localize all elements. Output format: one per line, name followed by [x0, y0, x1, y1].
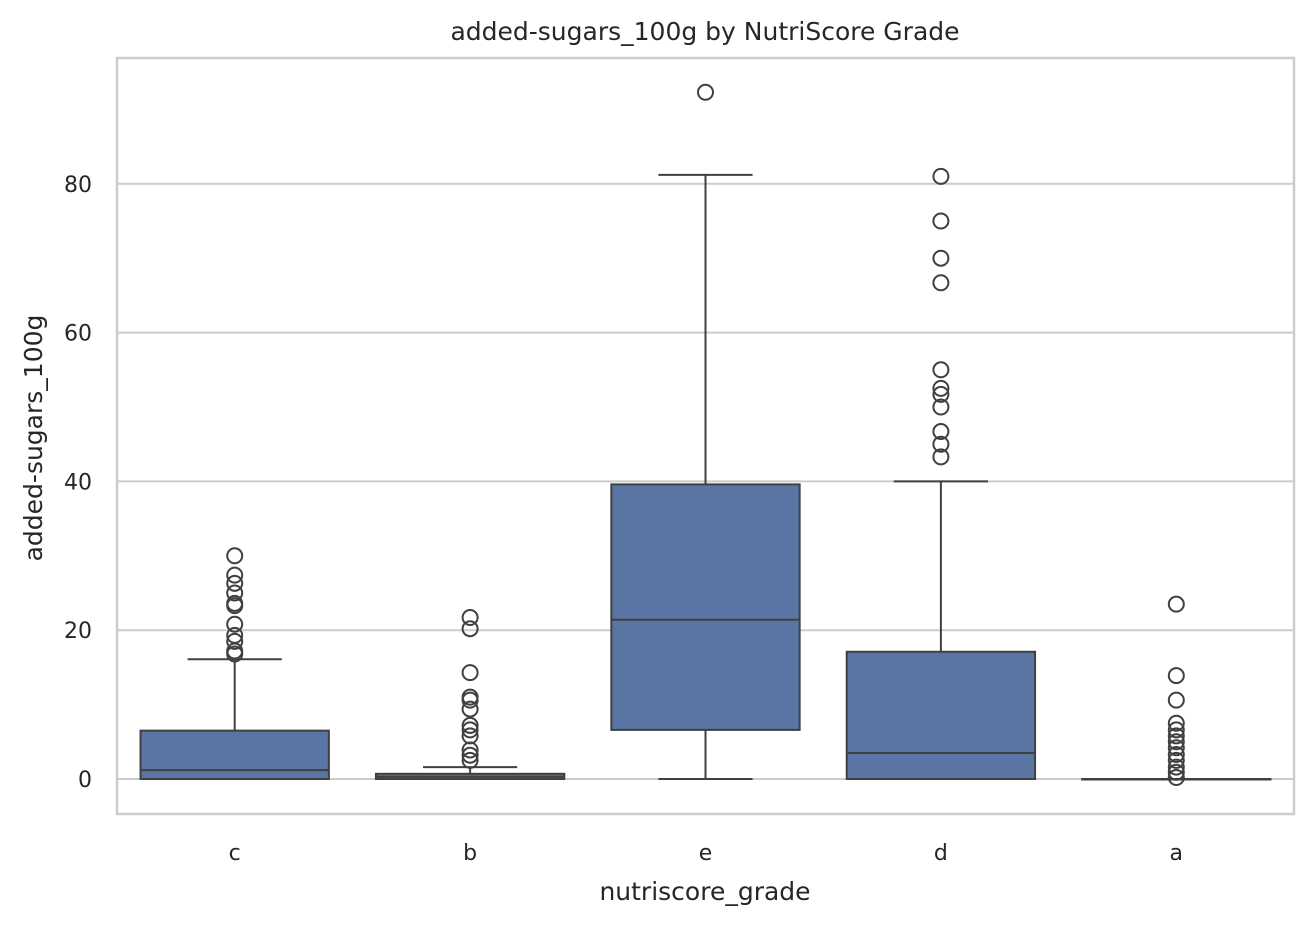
outlier-a-0 — [1167, 769, 1185, 787]
outlier-a-11 — [1167, 667, 1185, 685]
outlier-a-10 — [1167, 691, 1185, 709]
outlier-d-0 — [932, 448, 950, 466]
outlier-d-6 — [932, 361, 950, 379]
outlier-a-7 — [1167, 727, 1185, 745]
box-d — [845, 167, 1037, 780]
outlier-c-10 — [226, 547, 244, 565]
outlier-c-2 — [226, 632, 244, 650]
outlier-d-2 — [932, 423, 950, 441]
outlier-d-1 — [932, 435, 950, 453]
outlier-b-9 — [461, 664, 479, 682]
iqr-box-e — [610, 483, 801, 731]
outlier-c-6 — [226, 594, 244, 612]
outlier-b-1 — [461, 746, 479, 764]
x-axis-label: nutriscore_grade — [599, 877, 810, 906]
outlier-a-4 — [1167, 745, 1185, 763]
outlier-c-3 — [226, 626, 244, 644]
plot-frame — [115, 56, 1296, 816]
box-c — [139, 547, 330, 781]
outlier-e-0 — [697, 83, 714, 101]
outlier-b-3 — [461, 727, 479, 745]
x-tick-label-c: c — [229, 841, 241, 866]
boxes-layer — [139, 83, 1272, 787]
y-tick-label-40: 40 — [64, 470, 92, 495]
box-e — [610, 83, 801, 780]
outlier-a-2 — [1167, 758, 1185, 776]
outlier-c-8 — [226, 574, 244, 592]
outlier-c-4 — [226, 615, 244, 633]
y-axis-label: added-sugars_100g — [19, 315, 48, 562]
x-tick-label-b: b — [463, 841, 477, 866]
iqr-box-c — [139, 729, 330, 781]
outlier-b-10 — [461, 620, 479, 638]
box-a — [1081, 595, 1272, 787]
x-tick-label-a: a — [1170, 841, 1183, 866]
y-tick-label-60: 60 — [64, 322, 92, 347]
outlier-a-9 — [1167, 714, 1185, 732]
outlier-a-12 — [1167, 595, 1185, 613]
iqr-box-d — [845, 650, 1037, 780]
outlier-d-5 — [932, 379, 950, 397]
outlier-a-6 — [1167, 733, 1185, 751]
outlier-d-10 — [932, 167, 950, 185]
x-tick-label-d: d — [934, 841, 948, 866]
y-tick-label-20: 20 — [64, 619, 92, 644]
x-tick-label-e: e — [699, 841, 713, 866]
outlier-c-9 — [226, 566, 244, 584]
outlier-b-8 — [461, 688, 479, 706]
outlier-d-8 — [932, 249, 950, 267]
outlier-b-11 — [461, 609, 479, 627]
outlier-b-6 — [461, 700, 479, 718]
outlier-d-4 — [932, 385, 950, 403]
y-tick-labels: 0 20 40 60 80 — [64, 173, 92, 793]
outlier-b-5 — [461, 716, 479, 734]
outlier-c-7 — [226, 584, 244, 602]
y-tick-label-80: 80 — [64, 173, 92, 198]
outlier-a-1 — [1167, 763, 1185, 781]
outlier-a-3 — [1167, 751, 1185, 769]
outlier-b-0 — [461, 751, 479, 769]
box-b — [374, 609, 566, 780]
outlier-d-7 — [932, 274, 950, 292]
outlier-d-3 — [932, 398, 950, 416]
outlier-a-5 — [1167, 739, 1185, 757]
outlier-b-4 — [461, 721, 479, 739]
outlier-a-8 — [1167, 721, 1185, 739]
outlier-d-9 — [932, 212, 950, 230]
chart-title: added-sugars_100g by NutriScore Grade — [450, 17, 959, 46]
y-tick-label-0: 0 — [78, 768, 92, 793]
